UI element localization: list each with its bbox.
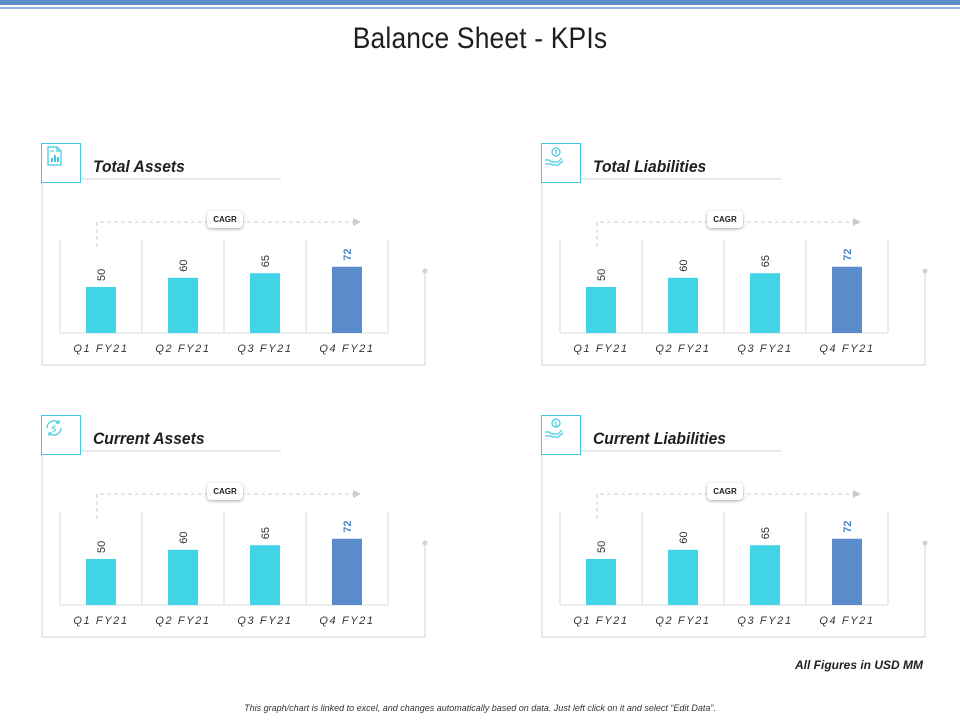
x-tick-label: Q1 FY21	[73, 343, 128, 355]
svg-text:$: $	[554, 420, 558, 428]
bar	[668, 549, 698, 605]
panel-title: Current Liabilities	[593, 429, 726, 448]
bar	[832, 538, 862, 605]
panel-frame	[541, 183, 926, 366]
kpi-panel-current-assets: 50 Q1 FY21 60 Q2 FY21 65 Q3 FY21 72 Q4 FY21 $ C…	[41, 415, 433, 643]
cagr-arrow-head	[353, 490, 361, 498]
excel-footnote: This graph/chart is linked to excel, and…	[244, 703, 716, 713]
cagr-arrow-head	[853, 218, 861, 226]
cagr-label: CAGR	[707, 211, 743, 228]
x-tick-label: Q1 FY21	[573, 343, 628, 355]
total-liabilities-chart: 50 Q1 FY21 60 Q2 FY21 65 Q3 FY21 72 Q4 FY21	[541, 178, 928, 366]
bar	[332, 538, 362, 605]
cagr-arrow-head	[353, 218, 361, 226]
x-tick-label: Q1 FY21	[573, 615, 628, 627]
document-chart-icon	[41, 143, 81, 183]
dollar-cycle-icon: $	[41, 415, 81, 455]
bar-value-label: 50	[596, 269, 608, 281]
bar-value-label: 60	[678, 260, 690, 272]
x-tick-label: Q1 FY21	[73, 615, 128, 627]
bar	[586, 287, 616, 333]
bar	[332, 266, 362, 333]
frame-dot	[422, 540, 428, 546]
cagr-label: CAGR	[207, 211, 243, 228]
kpi-panel-total-assets: 50 Q1 FY21 60 Q2 FY21 65 Q3 FY21 72 Q4 FY21 Tot…	[41, 143, 433, 371]
x-tick-label: Q3 FY21	[737, 343, 792, 355]
bar-value-label: 50	[96, 541, 108, 553]
bar-value-label: 50	[596, 541, 608, 553]
bar	[668, 277, 698, 333]
x-tick-label: Q2 FY21	[155, 343, 210, 355]
x-tick-label: Q2 FY21	[655, 343, 710, 355]
x-tick-label: Q2 FY21	[155, 615, 210, 627]
bar-value-label: 72	[842, 249, 854, 261]
bar	[250, 545, 280, 605]
cagr-label: CAGR	[707, 483, 743, 500]
bar-value-label: 65	[760, 255, 772, 267]
bar-value-label: 60	[178, 260, 190, 272]
kpi-panel-total-liabilities: 50 Q1 FY21 60 Q2 FY21 65 Q3 FY21 72 Q4 FY21 Tot…	[541, 143, 933, 371]
hand-dollar-coin-icon: $	[541, 415, 581, 455]
bar-value-label: 72	[342, 521, 354, 533]
bar-value-label: 60	[178, 532, 190, 544]
panel-frame	[541, 455, 926, 638]
x-tick-label: Q3 FY21	[737, 615, 792, 627]
frame-dot	[422, 268, 428, 274]
frame-dot	[922, 268, 928, 274]
bar	[168, 277, 198, 333]
panel-title: Total Liabilities	[593, 157, 707, 176]
x-tick-label: Q4 FY21	[819, 343, 874, 355]
bar	[832, 266, 862, 333]
top-accent-line	[0, 7, 960, 9]
x-tick-label: Q3 FY21	[237, 615, 292, 627]
bar	[250, 273, 280, 333]
cagr-arrow-head	[853, 490, 861, 498]
frame-dot	[922, 540, 928, 546]
cagr-arrow-line	[96, 221, 353, 247]
bar-value-label: 60	[678, 532, 690, 544]
x-tick-label: Q3 FY21	[237, 343, 292, 355]
svg-text:$: $	[51, 425, 57, 435]
total-assets-chart: 50 Q1 FY21 60 Q2 FY21 65 Q3 FY21 72 Q4 FY21	[41, 178, 428, 366]
bar-value-label: 50	[96, 269, 108, 281]
bar-value-label: 65	[260, 255, 272, 267]
bar	[750, 545, 780, 605]
x-tick-label: Q2 FY21	[655, 615, 710, 627]
bar	[586, 559, 616, 605]
x-tick-label: Q4 FY21	[819, 615, 874, 627]
top-accent-bar	[0, 0, 960, 5]
panel-frame	[41, 183, 426, 366]
bar-value-label: 65	[760, 527, 772, 539]
x-tick-label: Q4 FY21	[319, 615, 374, 627]
bar-value-label: 65	[260, 527, 272, 539]
current-assets-chart: 50 Q1 FY21 60 Q2 FY21 65 Q3 FY21 72 Q4 FY21	[41, 450, 428, 638]
bar	[168, 549, 198, 605]
bar	[750, 273, 780, 333]
units-note: All Figures in USD MM	[794, 658, 923, 672]
hand-money-bag-icon	[541, 143, 581, 183]
page-title: Balance Sheet - KPIs	[352, 22, 608, 55]
panel-title: Current Assets	[93, 429, 205, 448]
cagr-label: CAGR	[207, 483, 243, 500]
panel-title: Total Assets	[93, 157, 185, 176]
cagr-arrow-line	[596, 493, 853, 519]
cagr-arrow-line	[596, 221, 853, 247]
x-tick-label: Q4 FY21	[319, 343, 374, 355]
bar-value-label: 72	[842, 521, 854, 533]
kpi-panel-current-liabilities: 50 Q1 FY21 60 Q2 FY21 65 Q3 FY21 72 Q4 FY21 $ C…	[541, 415, 933, 643]
bar-value-label: 72	[342, 249, 354, 261]
current-liabilities-chart: 50 Q1 FY21 60 Q2 FY21 65 Q3 FY21 72 Q4 FY21	[541, 450, 928, 638]
bar	[86, 287, 116, 333]
bar	[86, 559, 116, 605]
cagr-arrow-line	[96, 493, 353, 519]
panel-frame	[41, 455, 426, 638]
